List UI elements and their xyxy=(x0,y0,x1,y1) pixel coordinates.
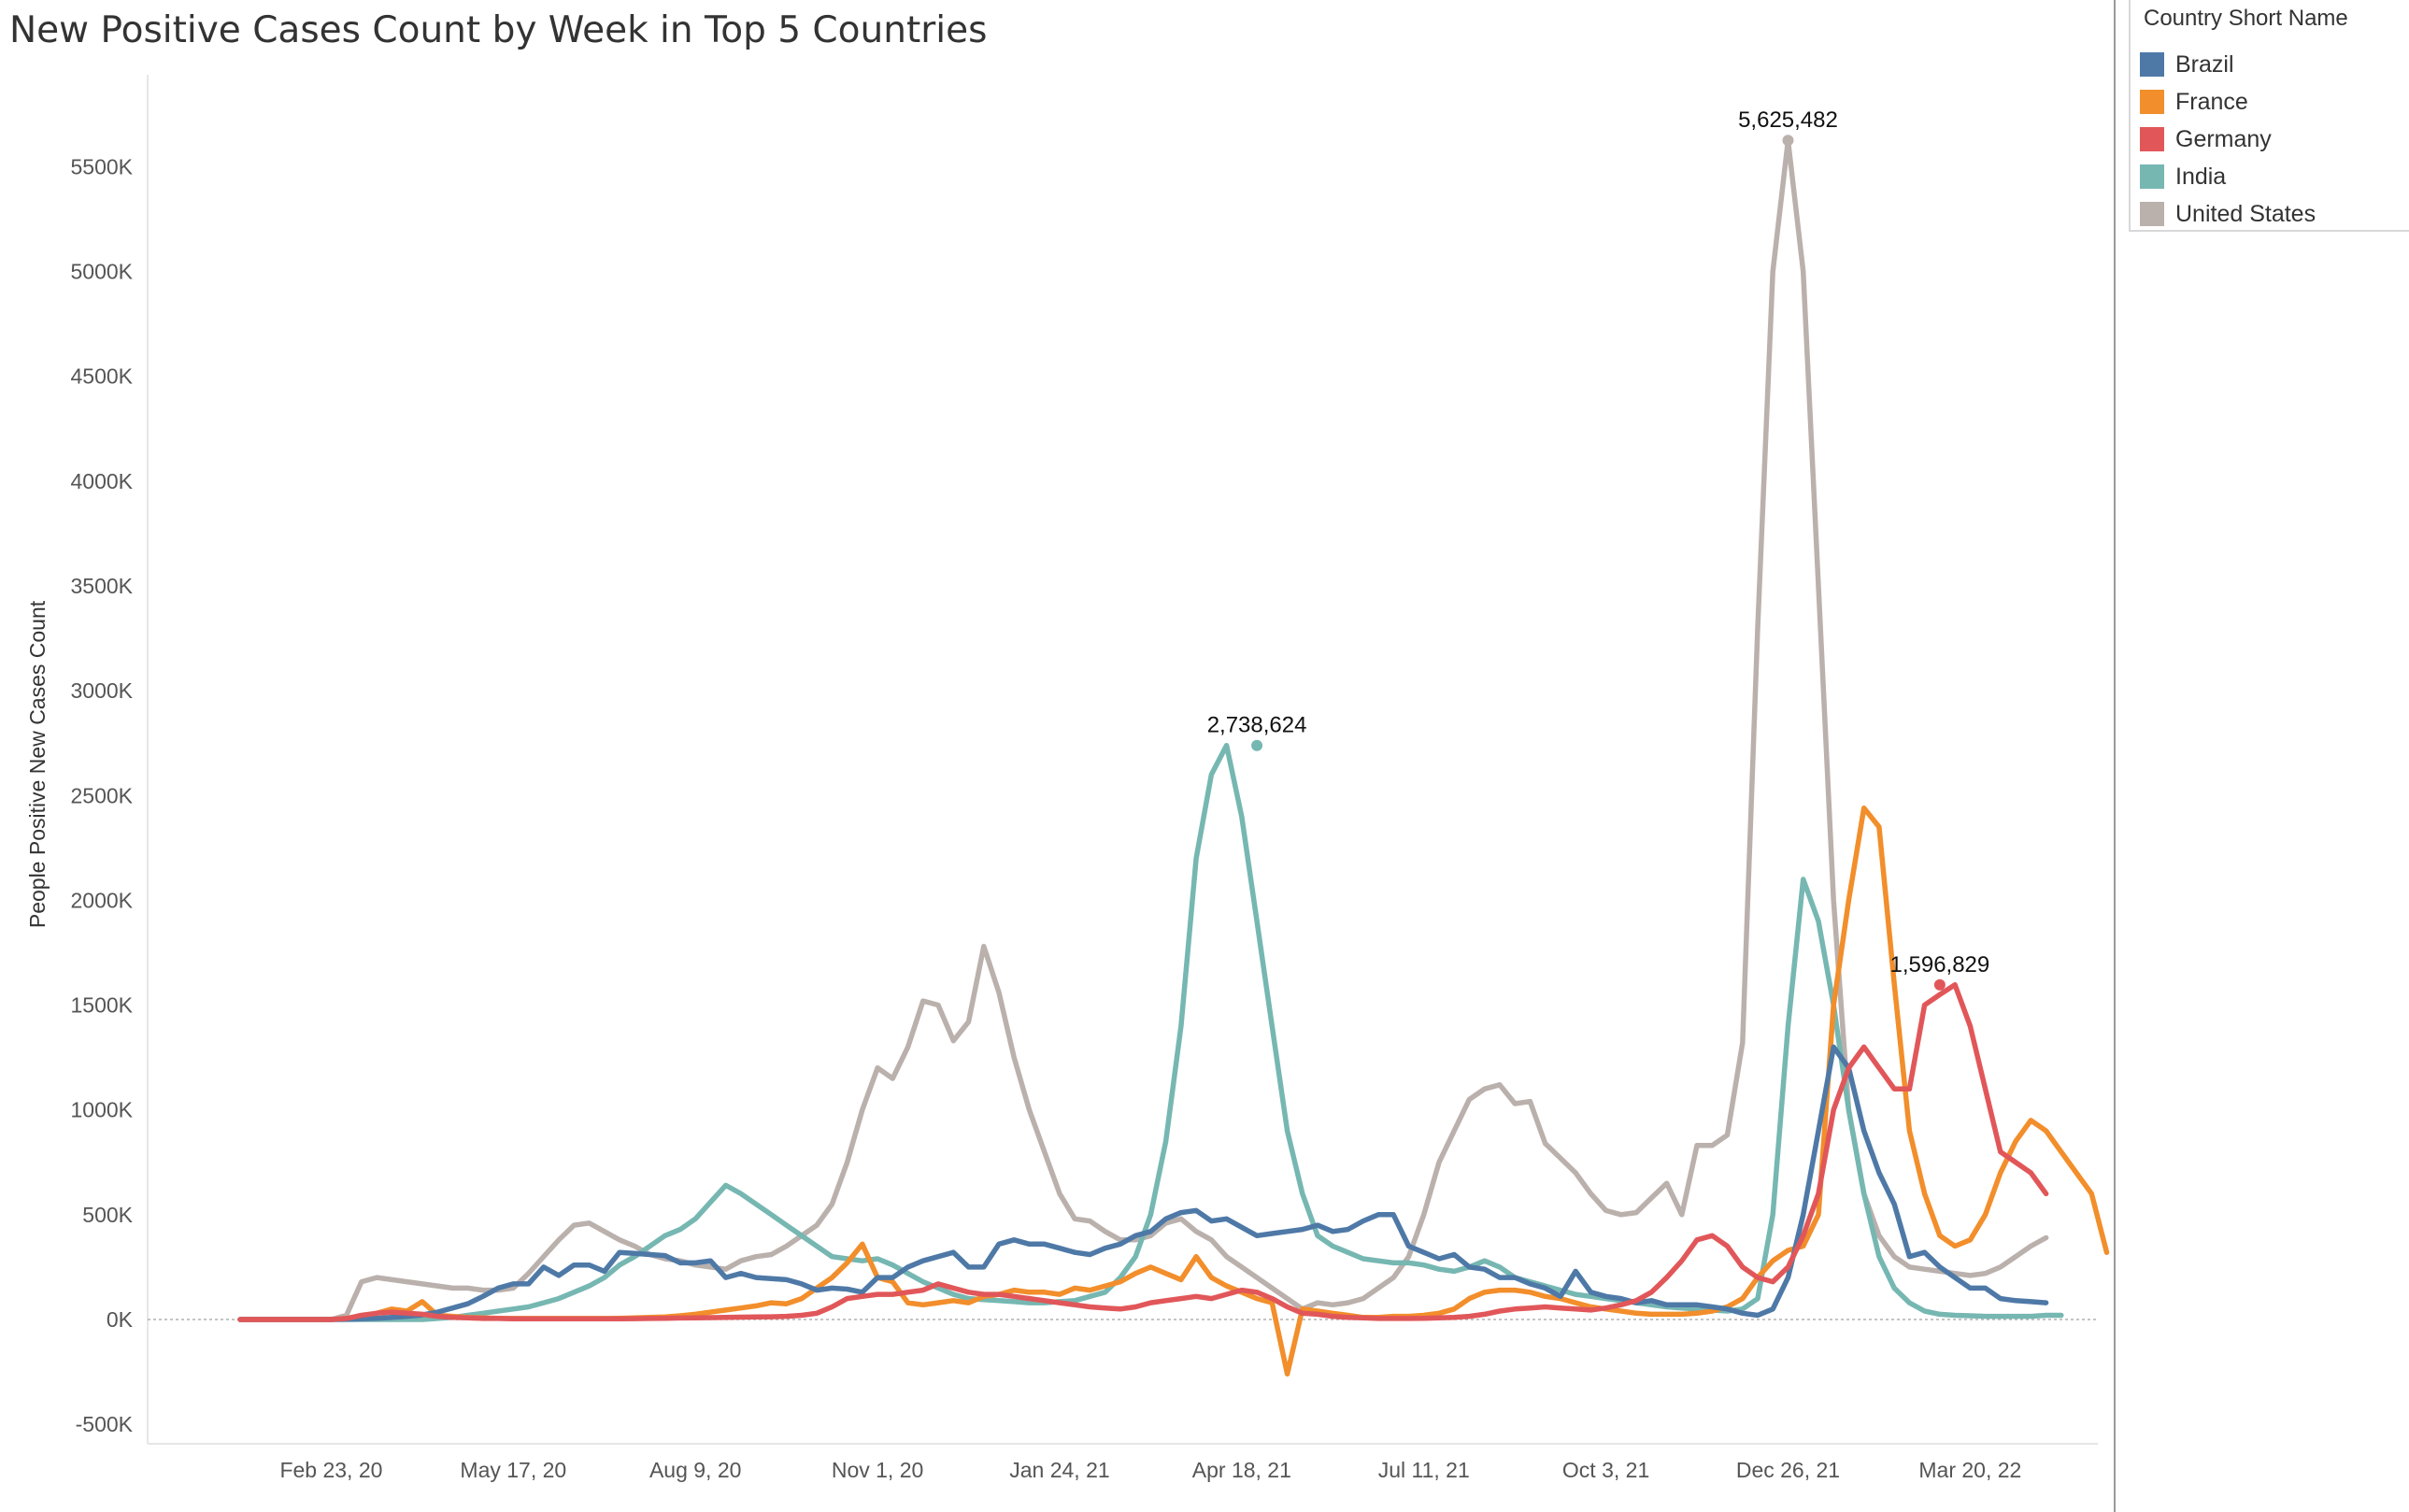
y-axis-label: People Positive New Cases Count xyxy=(25,600,50,928)
legend-swatch xyxy=(2140,202,2164,226)
legend-label: United States xyxy=(2175,200,2316,227)
peak-label: 1,596,829 xyxy=(1889,952,1989,977)
legend-item-india[interactable]: India xyxy=(2140,161,2226,193)
x-tick-label: Jan 24, 21 xyxy=(1009,1458,1109,1482)
legend-label: Brazil xyxy=(2175,50,2234,78)
x-tick-label: Mar 20, 22 xyxy=(1918,1458,2021,1482)
legend-swatch xyxy=(2140,127,2164,151)
x-tick-label: May 17, 20 xyxy=(460,1458,566,1482)
legend-item-united-states[interactable]: United States xyxy=(2140,198,2316,230)
y-tick-label: 3500K xyxy=(70,574,133,598)
series-line-india[interactable] xyxy=(237,742,2064,1322)
y-tick-label: -500K xyxy=(76,1412,134,1436)
legend-swatch xyxy=(2140,164,2164,189)
x-tick-label: Nov 1, 20 xyxy=(832,1458,923,1482)
legend-swatch xyxy=(2140,52,2164,77)
series-line-united-states[interactable] xyxy=(237,137,2049,1322)
legend-label: Germany xyxy=(2175,125,2272,152)
line-chart: -500K 0K 500K 1000K 1500K 2000K 2500K 3000K 3500… xyxy=(25,75,2110,1482)
legend-item-brazil[interactable]: Brazil xyxy=(2140,49,2234,80)
legend-title: Country Short Name xyxy=(2144,6,2348,31)
peak-marker[interactable] xyxy=(1933,978,1946,991)
legend: Country Short Name Brazil France Germany… xyxy=(2129,0,2409,232)
series-line-germany[interactable] xyxy=(237,982,2049,1322)
series-line-brazil[interactable] xyxy=(237,1044,2049,1322)
chart-title: New Positive Cases Count by Week in Top … xyxy=(9,9,988,51)
y-tick-label: 4500K xyxy=(70,364,133,389)
peak-label: 5,625,482 xyxy=(1738,107,1838,133)
legend-label: India xyxy=(2175,163,2227,190)
legend-swatch xyxy=(2140,90,2164,114)
peak-marker[interactable] xyxy=(1782,135,1794,147)
legend-label: France xyxy=(2175,88,2248,115)
y-tick-label: 0K xyxy=(107,1307,134,1332)
y-tick-label: 2500K xyxy=(70,783,133,807)
legend-item-france[interactable]: France xyxy=(2140,86,2248,118)
y-tick-label: 4000K xyxy=(70,469,133,493)
y-tick-label: 5000K xyxy=(70,260,133,284)
y-tick-label: 2000K xyxy=(70,888,133,912)
y-tick-label: 1500K xyxy=(70,993,133,1018)
y-tick-label: 500K xyxy=(82,1203,133,1227)
legend-item-germany[interactable]: Germany xyxy=(2140,123,2272,155)
x-tick-label: Dec 26, 21 xyxy=(1736,1458,1840,1482)
x-tick-label: Oct 3, 21 xyxy=(1562,1458,1649,1482)
peak-label: 2,738,624 xyxy=(1207,713,1307,738)
y-tick-label: 3000K xyxy=(70,678,133,703)
x-tick-label: Aug 9, 20 xyxy=(649,1458,741,1482)
x-tick-label: Jul 11, 21 xyxy=(1378,1458,1470,1482)
x-tick-label: Apr 18, 21 xyxy=(1192,1458,1291,1482)
x-tick-label: Feb 23, 20 xyxy=(279,1458,382,1482)
y-tick-label: 5500K xyxy=(70,154,133,178)
panel-divider xyxy=(2114,0,2116,1512)
y-tick-label: 1000K xyxy=(70,1098,133,1122)
peak-marker[interactable] xyxy=(1251,739,1263,751)
